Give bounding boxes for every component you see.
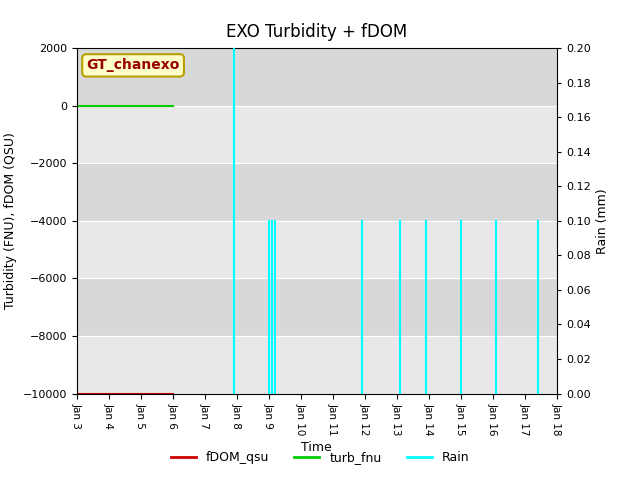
Text: GT_chanexo: GT_chanexo [86,59,180,72]
Bar [77,278,557,336]
X-axis label: Time: Time [301,442,332,455]
Y-axis label: Rain (mm): Rain (mm) [596,188,609,253]
Title: EXO Turbidity + fDOM: EXO Turbidity + fDOM [226,23,408,41]
Bar [77,48,557,106]
Legend: fDOM_qsu, turb_fnu, Rain: fDOM_qsu, turb_fnu, Rain [166,446,474,469]
Y-axis label: Turbidity (FNU), fDOM (QSU): Turbidity (FNU), fDOM (QSU) [4,132,17,309]
Bar [77,163,557,221]
